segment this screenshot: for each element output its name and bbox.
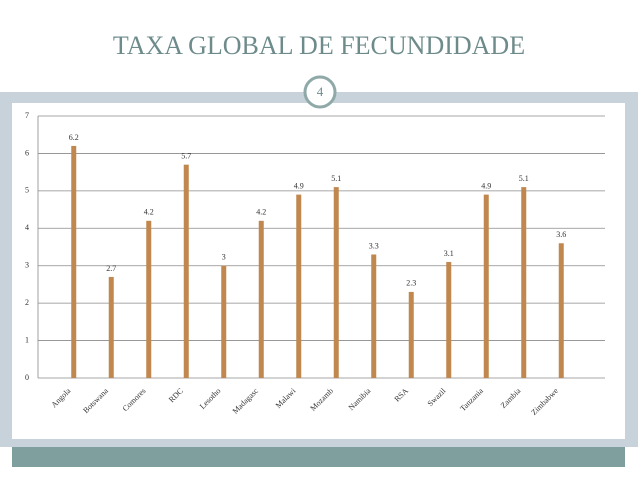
bar [183,164,189,378]
data-label: 4.2 [144,208,154,217]
bar [521,187,527,378]
bar [446,261,452,378]
data-label: 6.2 [69,133,79,142]
slide-number: 4 [317,84,324,99]
data-label: 4.2 [256,208,266,217]
data-label: 3.1 [444,249,454,258]
data-label: 2.3 [406,279,416,288]
y-tick-label: 4 [25,223,29,232]
data-label: 4.9 [481,181,491,190]
data-label: 5.7 [181,151,191,160]
y-tick-label: 1 [25,335,29,344]
bar [371,254,377,378]
bar [408,291,414,378]
bar [483,194,489,378]
y-tick-label: 5 [25,186,29,195]
data-label: 5.1 [331,174,341,183]
data-label: 2.7 [106,264,116,273]
y-tick-label: 7 [25,111,29,120]
bar [333,187,339,378]
chart-title: TAXA GLOBAL DE FECUNDIDADE [113,31,525,60]
data-label: 3.6 [556,230,566,239]
data-label: 5.1 [519,174,529,183]
y-tick-label: 6 [25,148,29,157]
bar [108,276,114,378]
data-label: 3.3 [369,241,379,250]
bar [221,265,227,378]
bar [296,194,302,378]
data-label: 3 [222,253,226,262]
bar [558,243,564,378]
bar [258,220,264,378]
slide-number-badge [303,75,337,109]
y-tick-label: 0 [25,373,29,382]
footer-bar [12,447,625,467]
y-tick-label: 2 [25,298,29,307]
bar [71,145,77,378]
y-tick-label: 3 [25,261,29,270]
data-label: 4.9 [294,181,304,190]
bar [146,220,152,378]
